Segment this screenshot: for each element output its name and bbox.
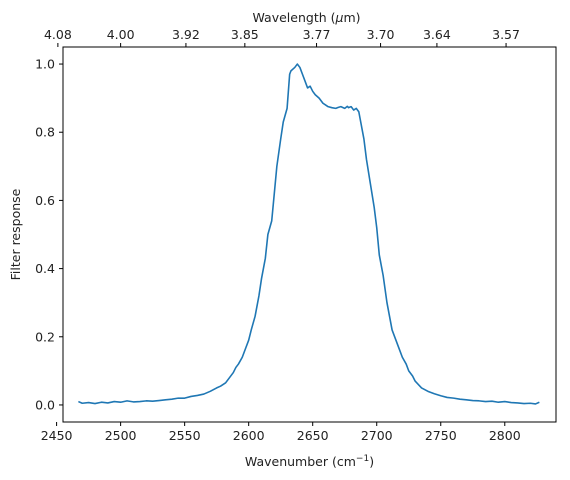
x-tick-label: 2550 — [169, 428, 201, 443]
y-tick-label: 0.6 — [35, 193, 55, 208]
x-tick-label: 2800 — [489, 428, 521, 443]
x-tick-label: 2650 — [297, 428, 329, 443]
x-tick-label: 2500 — [105, 428, 137, 443]
y-tick-label: 0.8 — [35, 125, 55, 140]
x-axis-title: Wavenumber (cm−1) — [245, 454, 374, 469]
top-tick-label: 3.77 — [303, 27, 331, 42]
x-tick-label: 2600 — [233, 428, 265, 443]
series-line-1 — [78, 63, 540, 405]
top-tick-label: 3.92 — [172, 27, 200, 42]
y-tick-label: 0.2 — [35, 329, 55, 344]
x-tick-label: 2750 — [425, 428, 457, 443]
axes: 2450 2500 2550 2600 2650 2700 2750 2800 0.0 0.2 0.… — [35, 27, 557, 443]
top-tick-label: 3.57 — [492, 27, 520, 42]
x-axis-title-superscript: −1 — [356, 454, 369, 464]
top-axis-title-greek: μ — [335, 10, 344, 25]
top-tick-label: 4.08 — [44, 27, 72, 42]
plot-area — [78, 63, 540, 405]
top-tick-label: 3.70 — [367, 27, 395, 42]
x-tick-label: 2450 — [41, 428, 73, 443]
x-tick-label: 2700 — [361, 428, 393, 443]
top-axis-title: Wavelength (μm) — [252, 10, 360, 25]
y-axis-title: Filter response — [8, 188, 23, 280]
top-tick-label: 4.00 — [107, 27, 135, 42]
y-tick-label: 0.4 — [35, 261, 55, 276]
top-tick-label: 3.64 — [423, 27, 451, 42]
axes-frame — [62, 46, 557, 423]
y-tick-label: 1.0 — [35, 57, 55, 72]
top-tick-label: 3.85 — [231, 27, 259, 42]
y-tick-label: 0.0 — [35, 397, 55, 412]
